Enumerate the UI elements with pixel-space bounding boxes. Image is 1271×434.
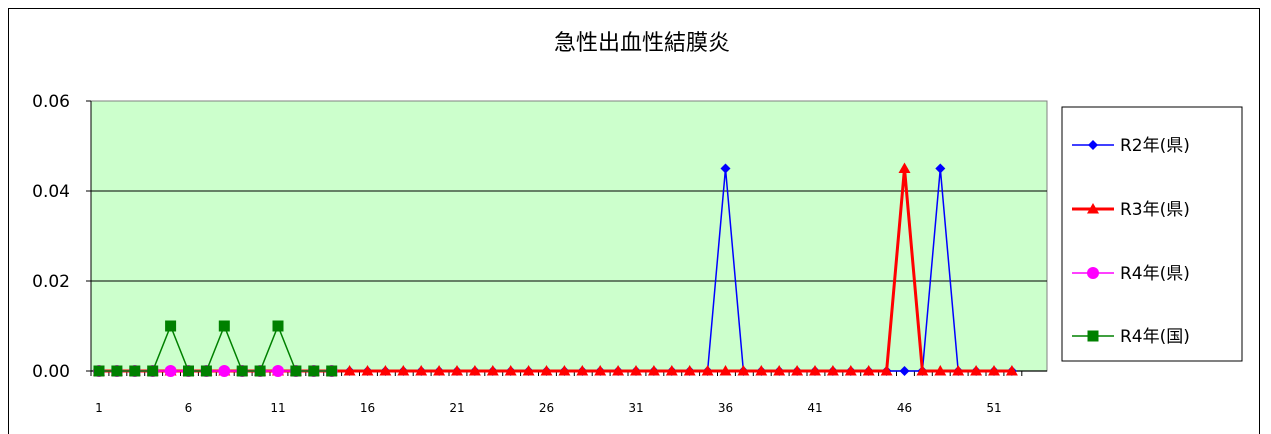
x-tick-label: 26 [539, 401, 554, 415]
data-point [612, 365, 625, 376]
data-point [397, 365, 410, 376]
data-point [647, 365, 660, 376]
data-point [468, 365, 481, 376]
data-point [451, 365, 463, 376]
data-point [665, 365, 678, 376]
data-point [165, 320, 177, 332]
series-square [93, 320, 338, 377]
data-point [826, 365, 839, 376]
x-tick-label: 16 [360, 401, 375, 415]
data-point [630, 365, 642, 376]
x-tick-label: 11 [270, 401, 285, 415]
data-point [1005, 365, 1018, 376]
data-point [290, 365, 302, 377]
x-tick-label: 6 [185, 401, 193, 415]
plot-area [90, 100, 1048, 372]
y-tick-label: 0.06 [32, 92, 70, 112]
data-point [809, 365, 821, 376]
x-tick-label: 21 [449, 401, 464, 415]
data-point [899, 366, 910, 376]
data-point [916, 365, 929, 376]
x-tick-label: 41 [807, 401, 822, 415]
data-point [379, 365, 392, 376]
data-point [791, 365, 804, 376]
data-point [683, 365, 696, 376]
data-point [129, 365, 141, 377]
data-point [558, 365, 571, 376]
data-point [272, 365, 284, 377]
data-point [952, 365, 965, 376]
tick-labels: 0.000.020.040.061 6 11 16 21 26 31 36 41 46 51 [32, 92, 1002, 415]
data-point [164, 365, 177, 377]
data-point [540, 365, 553, 376]
data-point [272, 320, 284, 332]
data-point [1087, 330, 1099, 342]
legend-label: R4年(県) [1120, 264, 1190, 284]
data-point [522, 365, 535, 376]
y-tick-label: 0.00 [32, 362, 70, 382]
series-group [93, 162, 1018, 377]
legend-label: R3年(県) [1120, 200, 1190, 220]
x-tick-label: 1 [95, 401, 103, 415]
x-tick-label: 46 [897, 401, 912, 415]
data-point [147, 365, 159, 377]
data-point [111, 365, 123, 377]
data-point [576, 365, 589, 376]
data-point [719, 365, 732, 376]
legend: R2年(県) R3年(県) R4年(県) R4年(国) [1061, 106, 1243, 362]
legend-box [1061, 106, 1243, 362]
data-point [988, 365, 1000, 376]
data-point [934, 365, 947, 376]
data-point [898, 162, 911, 173]
data-point [308, 365, 320, 377]
legend-label: R2年(県) [1120, 136, 1190, 156]
data-point [1087, 267, 1099, 279]
data-point [183, 365, 194, 377]
data-point [504, 365, 517, 376]
data-point [326, 365, 338, 377]
gridlines [91, 190, 1047, 282]
data-point [862, 365, 875, 376]
data-point [415, 365, 428, 376]
data-point [1088, 140, 1098, 150]
data-point [218, 365, 231, 377]
data-point [755, 365, 768, 376]
data-point [935, 163, 946, 174]
x-tick-label: 31 [628, 401, 643, 415]
data-point [1087, 203, 1099, 214]
data-point [970, 365, 983, 376]
data-point [93, 365, 105, 377]
data-point [486, 365, 499, 376]
data-point [594, 365, 607, 376]
x-tick-label: 36 [718, 401, 733, 415]
legend-label: R4年(国) [1120, 327, 1190, 347]
data-point [773, 365, 786, 376]
data-point [701, 365, 714, 376]
y-tick-label: 0.04 [32, 182, 70, 202]
data-point [236, 365, 248, 377]
data-point [880, 365, 893, 376]
chart-title: 急性出血性結膜炎 [554, 31, 730, 56]
data-point [720, 163, 731, 174]
data-point [218, 320, 230, 332]
data-point [844, 365, 857, 376]
data-point [361, 365, 374, 376]
y-tick-label: 0.02 [32, 272, 70, 292]
x-tick-label: 51 [986, 401, 1001, 415]
data-point [343, 365, 356, 376]
data-point [433, 365, 446, 376]
data-point [200, 365, 212, 377]
data-point [737, 365, 750, 376]
data-point [254, 365, 266, 377]
